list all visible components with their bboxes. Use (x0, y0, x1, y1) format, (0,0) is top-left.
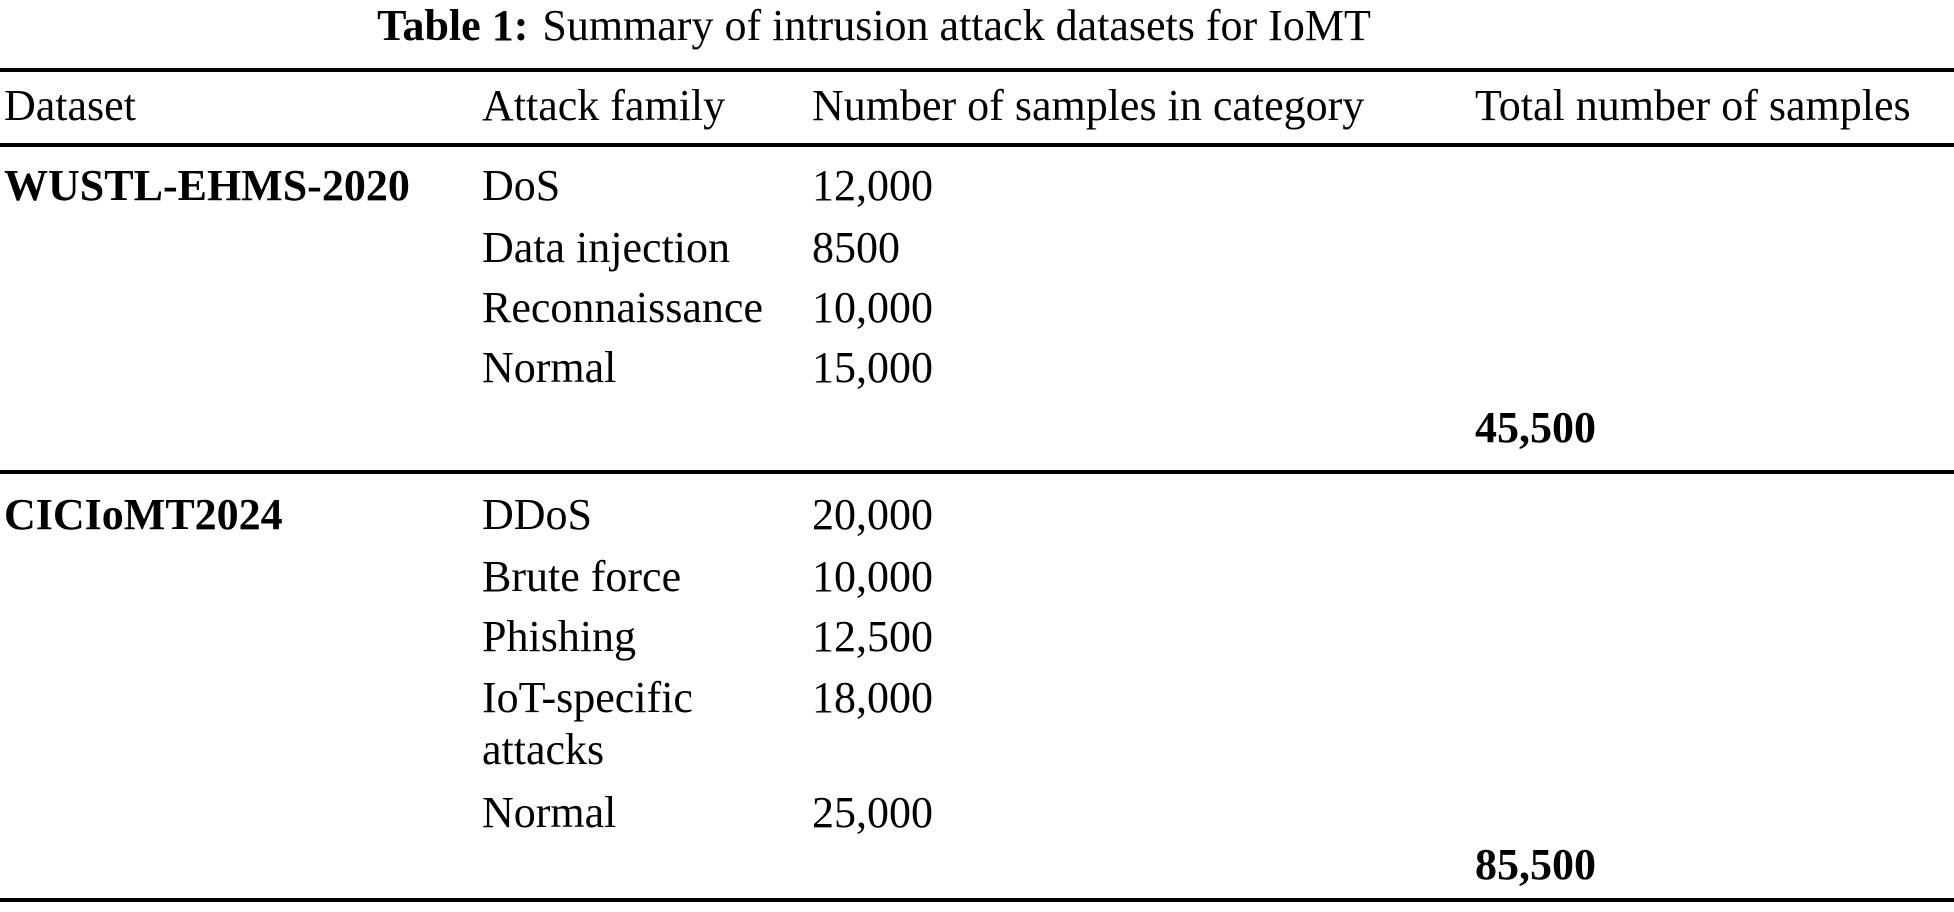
samples-value: 12,500 (812, 612, 933, 661)
table-rule-header (0, 143, 1954, 147)
attack-family-value: IoT-specific attacks (482, 673, 693, 774)
attack-family-value: Normal (482, 343, 617, 392)
samples-value: 18,000 (812, 673, 933, 722)
table-caption-label: Table 1: (377, 1, 529, 50)
table-rule-top (0, 68, 1954, 72)
samples-value: 12,000 (812, 161, 933, 210)
dataset-name: WUSTL-EHMS-2020 (4, 161, 410, 210)
table-rule-bottom (0, 898, 1954, 902)
column-header-samples-in-category: Number of samples in category (812, 81, 1365, 130)
attack-family-value: Phishing (482, 612, 637, 661)
group-total-value: 85,500 (1475, 840, 1596, 889)
group-total-value: 45,500 (1475, 403, 1596, 452)
samples-value: 10,000 (812, 552, 933, 601)
table-rule-group-separator (0, 470, 1954, 474)
table-caption: Table 1: Summary of intrusion attack data… (0, 2, 1748, 50)
column-header-dataset: Dataset (4, 81, 136, 130)
attack-family-value: Data injection (482, 223, 731, 272)
attack-family-value: Reconnaissance (482, 283, 763, 332)
column-header-total-samples: Total number of samples (1475, 81, 1911, 130)
samples-value: 20,000 (812, 490, 933, 539)
samples-value: 15,000 (812, 343, 933, 392)
samples-value: 8500 (812, 223, 900, 272)
samples-value: 25,000 (812, 788, 933, 837)
table-caption-text: Summary of intrusion attack datasets for… (542, 1, 1371, 50)
attack-family-value: DoS (482, 161, 561, 210)
samples-value: 10,000 (812, 283, 933, 332)
attack-family-value: Normal (482, 788, 617, 837)
column-header-attack-family: Attack family (482, 81, 726, 130)
attack-family-value: DDoS (482, 490, 593, 539)
dataset-name: CICIoMT2024 (4, 490, 283, 539)
attack-family-value: Brute force (482, 552, 682, 601)
